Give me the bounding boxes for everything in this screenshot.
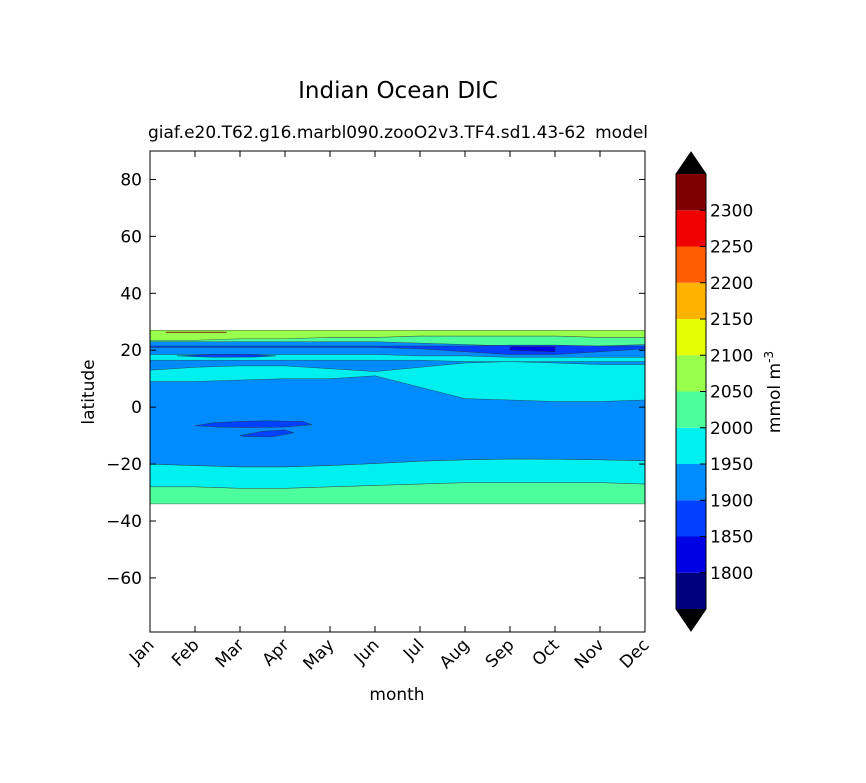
x-axis-label: month xyxy=(369,685,424,705)
chart-title: Indian Ocean DIC xyxy=(298,78,498,104)
chart-subtitle-right: model xyxy=(595,123,648,143)
y-tick-label--40: −40 xyxy=(106,512,142,532)
x-tick-label-mar: Mar xyxy=(212,635,249,672)
colorbar-extend-over xyxy=(676,152,706,174)
contour-band-1950-2000-4 xyxy=(150,354,645,362)
y-tick-label-20: 20 xyxy=(120,341,142,361)
colorbar-tick-label-1950: 1950 xyxy=(710,455,753,475)
colorbar-outline xyxy=(675,151,707,632)
colorbar-tick-label-2000: 2000 xyxy=(710,419,753,439)
colorbar-tick-label-2150: 2150 xyxy=(710,310,753,330)
colorbar-tick-label-2100: 2100 xyxy=(710,346,753,366)
colorbar-band-1900-1950 xyxy=(676,464,706,501)
x-tick-label-dec: Dec xyxy=(616,635,653,672)
x-tick-label-oct: Oct xyxy=(529,635,564,670)
colorbar-band-2250-2300 xyxy=(676,210,706,247)
y-tick-label-0: 0 xyxy=(131,398,142,418)
colorbar-tick-label-2250: 2250 xyxy=(710,238,753,258)
y-axis-label: latitude xyxy=(79,359,99,424)
colorbar-band-1850-1900 xyxy=(676,500,706,537)
x-tick-label-jun: Jun xyxy=(350,635,384,669)
colorbar-label-exponent: -3 xyxy=(762,351,776,363)
colorbar-label: mmol m-3 xyxy=(762,351,785,433)
x-tick-label-feb: Feb xyxy=(168,635,203,670)
colorbar-band-2050-2100 xyxy=(676,355,706,392)
plot-frame xyxy=(149,150,646,633)
y-tick-label-60: 60 xyxy=(120,227,142,247)
colorbar-band-2100-2150 xyxy=(676,319,706,356)
x-tick-label-jan: Jan xyxy=(125,635,158,668)
contour-fields xyxy=(150,330,645,505)
contour-plot-area: Jan Feb Mar Apr May Jun Jul Aug Sep Oct Nov Dec 80 6… xyxy=(106,150,654,674)
colorbar-band-1750-1800 xyxy=(676,572,706,609)
contour-patch-1850-1900-0 xyxy=(194,420,313,428)
colorbar-tick-label-1900: 1900 xyxy=(710,491,753,511)
x-tick-label-nov: Nov xyxy=(571,635,609,673)
colorbar-band-1950-2000 xyxy=(676,427,706,464)
colorbar-tick-label-2050: 2050 xyxy=(710,383,753,403)
x-tick-label-sep: Sep xyxy=(482,635,519,672)
colorbar-band-2150-2200 xyxy=(676,282,706,319)
contour-band-2050-2100-6 xyxy=(150,330,645,341)
x-tick-label-apr: Apr xyxy=(259,635,294,670)
colorbar-tick-label-1800: 1800 xyxy=(710,564,753,584)
x-tick-label-aug: Aug xyxy=(436,635,474,673)
y-tick-label-40: 40 xyxy=(120,284,142,304)
chart-subtitle-left: giaf.e20.T62.g16.marbl090.zooO2v3.TF4.sd… xyxy=(148,123,586,143)
colorbar: 1800 1850 1900 1950 2000 2050 2100 2150 2200 2250… xyxy=(675,151,753,632)
contour-band-1950-2000-3 xyxy=(150,361,645,402)
contour-band-1800-1850-8 xyxy=(509,346,556,352)
colorbar-band-2200-2250 xyxy=(676,246,706,283)
y-tick-label--20: −20 xyxy=(106,455,142,475)
colorbar-extend-under xyxy=(676,609,706,631)
contour-patch-1850-1900-2 xyxy=(176,354,277,358)
colorbar-tick-label-2200: 2200 xyxy=(710,274,753,294)
colorbar-band-1800-1850 xyxy=(676,536,706,573)
y-axis-ticks: 80 60 40 20 0 −20 −40 −60 xyxy=(106,170,645,589)
colorbar-band-2000-2050 xyxy=(676,391,706,428)
x-tick-label-jul: Jul xyxy=(399,635,428,664)
colorbar-tick-label-1850: 1850 xyxy=(710,528,753,548)
contour-patch-1850-1900-1 xyxy=(239,429,295,438)
y-tick-label-80: 80 xyxy=(120,170,142,190)
y-tick-label--60: −60 xyxy=(106,569,142,589)
colorbar-tick-label-2300: 2300 xyxy=(710,201,753,221)
colorbar-label-unit: mmol m xyxy=(765,363,785,433)
x-tick-label-may: May xyxy=(300,635,339,674)
colorbar-band-2300-2350 xyxy=(676,174,706,211)
